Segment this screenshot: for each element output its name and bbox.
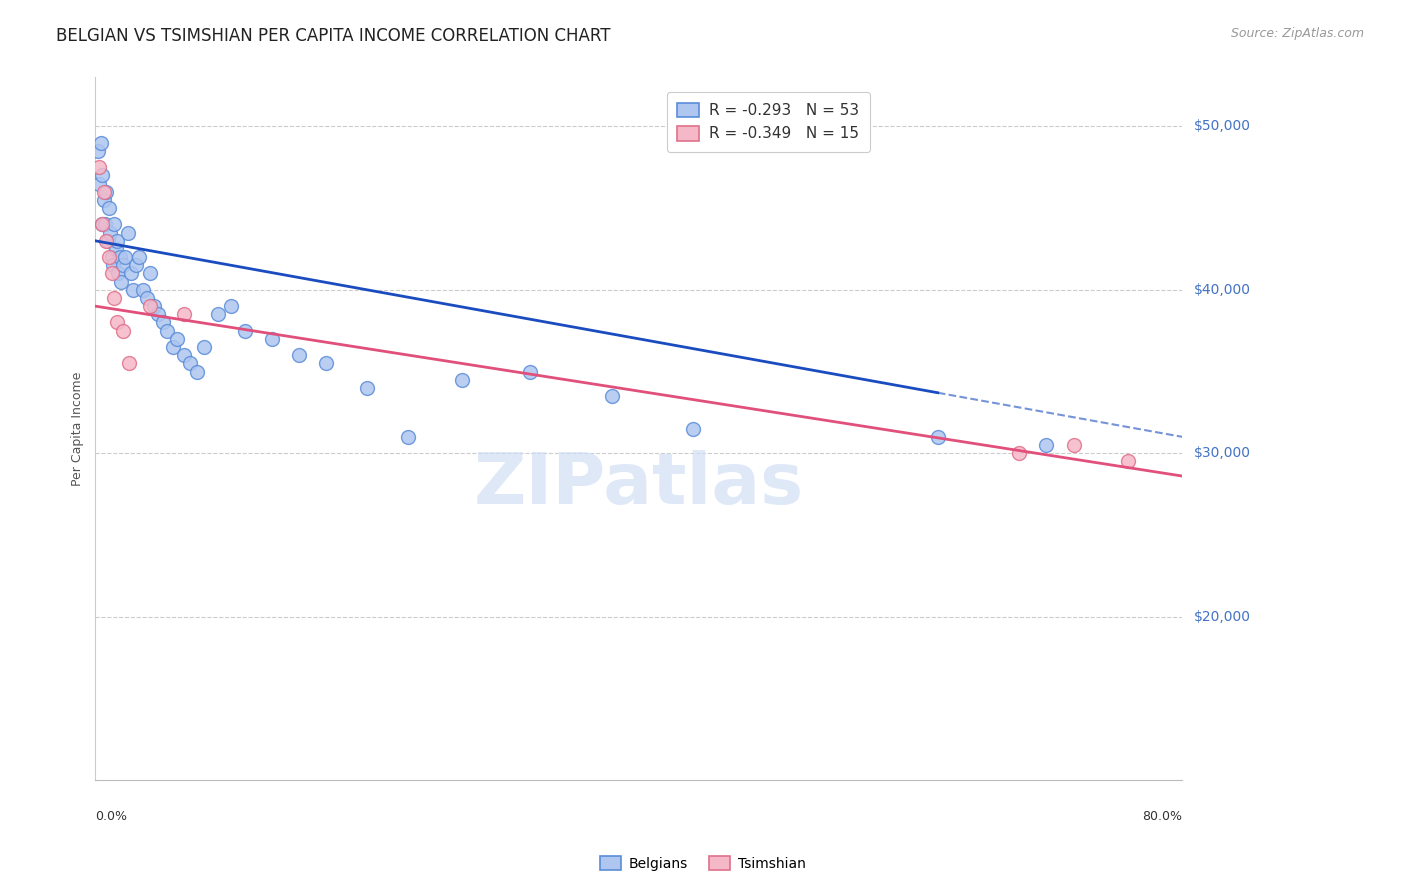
Point [105,234,128,248]
Text: BELGIAN VS TSIMSHIAN PER CAPITA INCOME CORRELATION CHART: BELGIAN VS TSIMSHIAN PER CAPITA INCOME C… [56,27,610,45]
Point [288,348,311,362]
Point [98,226,121,240]
Point [97,250,120,264]
Point [315,356,337,370]
Text: Source: ZipAtlas.com: Source: ZipAtlas.com [1230,27,1364,40]
Point [207,307,229,321]
Text: ZIPatlas: ZIPatlas [474,450,804,519]
Point [91,218,114,232]
Point [104,242,127,256]
Point [101,258,124,272]
Point [111,324,134,338]
Text: 80.0%: 80.0% [1142,811,1182,823]
Point [90,136,112,150]
Point [138,267,160,281]
Point [91,218,114,232]
Point [132,283,155,297]
Point [1063,438,1085,452]
Point [94,218,117,232]
Point [166,332,188,346]
Point [103,218,125,232]
Point [114,250,136,264]
Point [519,364,541,378]
Point [260,332,283,346]
Point [173,348,195,362]
Legend: Belgians, Tsimshian: Belgians, Tsimshian [595,851,811,876]
Point [233,324,256,338]
Point [451,373,474,387]
Point [173,307,195,321]
Text: $50,000: $50,000 [1194,120,1250,134]
Point [179,356,201,370]
Point [156,324,179,338]
Text: 0.0%: 0.0% [96,811,128,823]
Point [162,340,184,354]
Point [219,299,242,313]
Text: $40,000: $40,000 [1194,283,1250,297]
Point [122,283,145,297]
Y-axis label: Per Capita Income: Per Capita Income [72,371,84,486]
Point [110,275,132,289]
Point [186,364,208,378]
Point [927,430,949,444]
Point [97,201,120,215]
Point [125,258,148,272]
Point [96,234,118,248]
Point [136,291,159,305]
Point [93,185,115,199]
Point [108,250,131,264]
Point [682,422,704,436]
Point [1008,446,1031,460]
Point [97,234,120,248]
Point [600,389,623,403]
Point [152,316,174,330]
Point [89,161,111,175]
Point [1035,438,1057,452]
Point [96,185,118,199]
Point [356,381,378,395]
Point [396,430,419,444]
Point [89,177,111,191]
Legend: R = -0.293   N = 53, R = -0.349   N = 15: R = -0.293 N = 53, R = -0.349 N = 15 [666,92,870,153]
Point [100,267,122,281]
Point [142,299,165,313]
Point [100,250,122,264]
Point [111,258,134,272]
Point [146,307,169,321]
Point [120,267,142,281]
Point [91,169,114,183]
Point [105,316,128,330]
Text: $20,000: $20,000 [1194,609,1250,624]
Point [118,356,141,370]
Point [103,291,125,305]
Point [193,340,215,354]
Point [87,144,110,158]
Point [128,250,150,264]
Point [138,299,160,313]
Text: $30,000: $30,000 [1194,446,1250,460]
Point [93,193,115,207]
Point [1116,454,1139,468]
Point [107,267,129,281]
Point [117,226,139,240]
